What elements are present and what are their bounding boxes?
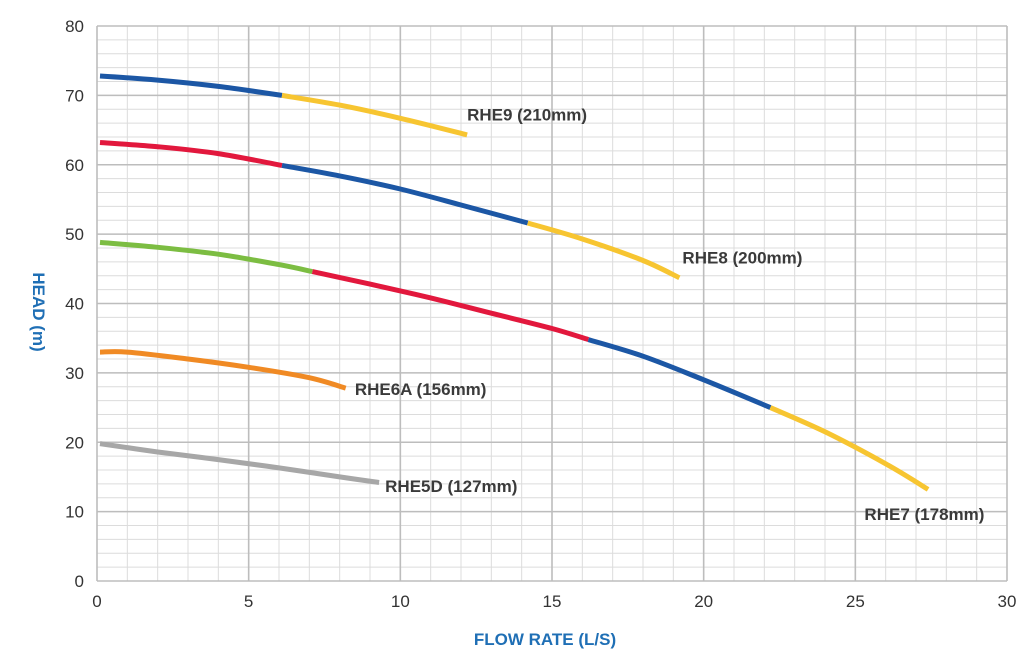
curve-segment-red	[99, 140, 283, 168]
x-axis-title: FLOW RATE (L/S)	[474, 630, 616, 649]
pump-curve-4	[99, 441, 380, 485]
curve-label: RHE7 (178mm)	[864, 505, 984, 524]
curve-segment-blue	[281, 162, 529, 226]
x-tick-label: 30	[998, 592, 1017, 611]
curve-labels: RHE9 (210mm) RHE8 (200mm) RHE7 (178mm) RHE6…	[355, 105, 985, 524]
curve-label: RHE6A (156mm)	[355, 380, 487, 399]
pump-curve-1	[99, 140, 681, 281]
curve-label: RHE5D (127mm)	[385, 477, 517, 496]
y-tick-label: 10	[65, 503, 84, 522]
curve-segment-yellow	[526, 220, 681, 281]
x-tick-label: 25	[846, 592, 865, 611]
y-tick-label: 80	[65, 17, 84, 36]
curve-segment-yellow	[769, 405, 930, 492]
y-tick-label: 60	[65, 156, 84, 175]
x-tick-label: 15	[543, 592, 562, 611]
curve-label: RHE9 (210mm)	[467, 105, 587, 124]
tick-labels: 0 5 10 15 20 25 30 0 10 20 30 40 50 60 70 80	[65, 17, 1016, 611]
pump-curve-2	[99, 239, 930, 492]
y-tick-label: 30	[65, 364, 84, 383]
curve-segment-green	[99, 239, 313, 275]
pump-curve-3	[99, 349, 347, 391]
curve-segment-blue	[587, 337, 772, 410]
y-tick-label: 70	[65, 86, 84, 105]
x-tick-label: 5	[244, 592, 253, 611]
y-tick-label: 0	[75, 572, 84, 591]
curve-segment-orange	[99, 349, 347, 391]
x-tick-label: 10	[391, 592, 410, 611]
pump-curve-0	[99, 73, 468, 138]
curve-segment-blue	[99, 73, 283, 98]
curve-segment-red	[311, 269, 590, 342]
curve-segment-yellow	[281, 92, 468, 138]
x-tick-label: 20	[694, 592, 713, 611]
x-tick-label: 0	[92, 592, 101, 611]
y-tick-label: 20	[65, 433, 84, 452]
y-tick-label: 50	[65, 225, 84, 244]
curve-segment-gray	[99, 441, 380, 485]
y-tick-label: 40	[65, 295, 84, 314]
major-grid	[96, 25, 1008, 582]
pump-curves	[99, 73, 930, 492]
y-axis-title: HEAD (m)	[29, 272, 48, 351]
curve-label: RHE8 (200mm)	[682, 248, 802, 267]
